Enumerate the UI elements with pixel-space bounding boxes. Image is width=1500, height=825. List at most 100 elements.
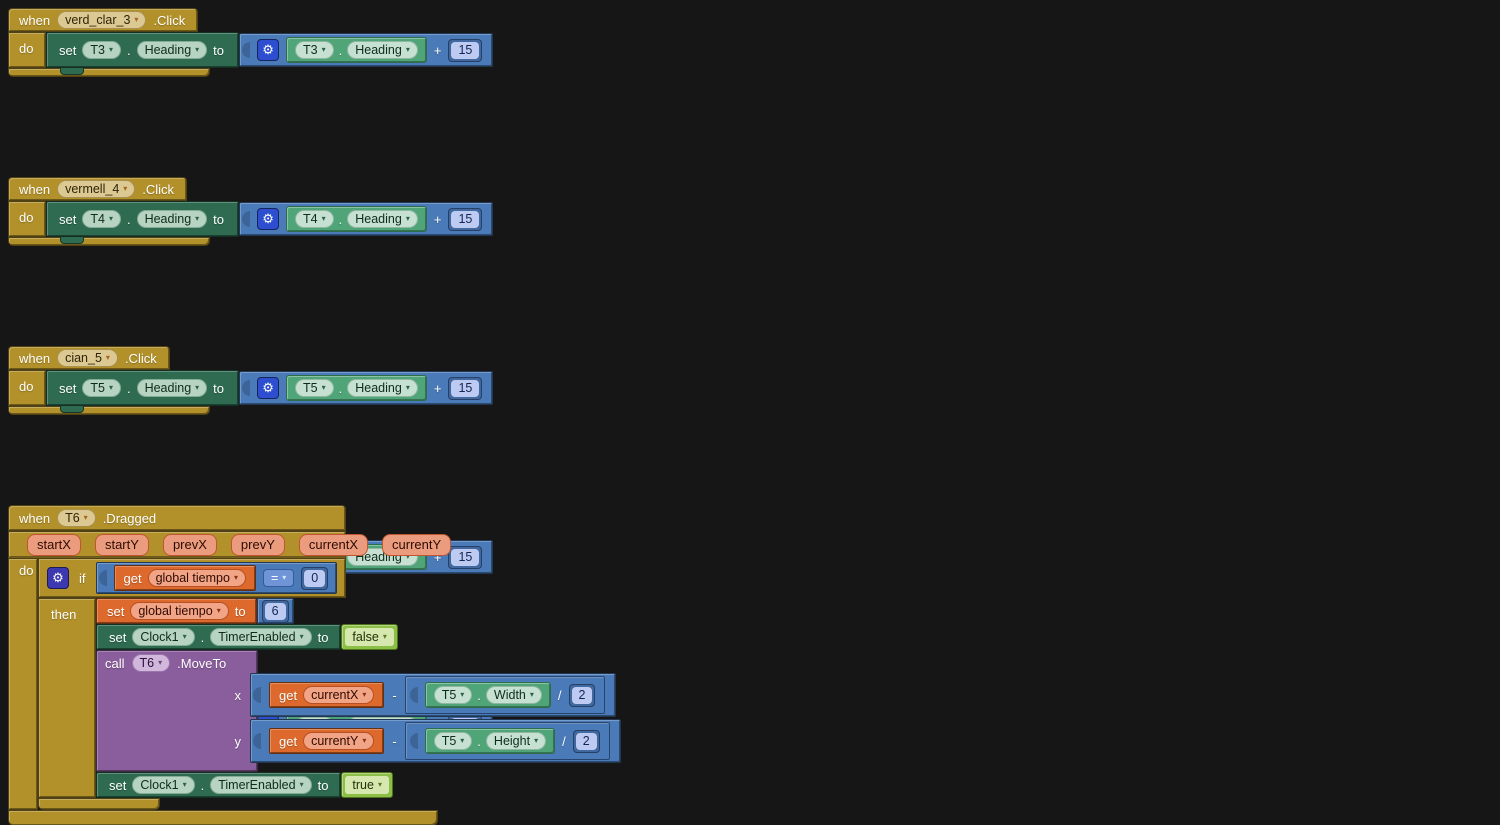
comparison-block[interactable]: get global tiempo ▾ = ▾ 0 [95, 562, 338, 594]
property-dropdown[interactable]: TimerEnabled ▾ [210, 776, 312, 794]
set-property-block[interactable]: set T3 ▾ . Heading ▾ to [46, 32, 240, 68]
component-getter-block[interactable]: T5 ▾ . Height ▾ [424, 728, 556, 754]
operator: = [270, 571, 279, 585]
when-click-block[interactable]: when verd_clar_3 ▾ .Click do set T3 ▾ . He… [8, 8, 1500, 77]
if-header[interactable]: ⚙ if get global tiempo ▾ = ▾ 0 [38, 558, 347, 598]
number-block[interactable]: 15 [451, 210, 480, 228]
property-dropdown[interactable]: Height ▾ [485, 732, 547, 750]
target-dropdown[interactable]: T3 ▾ [82, 41, 121, 59]
number-block[interactable]: 2 [575, 732, 597, 750]
math-add-block[interactable]: ⚙ T5 ▾ . Heading ▾ + 15 [239, 371, 494, 405]
get-variable-block[interactable]: get global tiempo ▾ [113, 565, 256, 591]
param-chip[interactable]: currentX [298, 533, 369, 556]
set-property-block[interactable]: set T5 ▾ . Heading ▾ to [46, 370, 240, 406]
component-dropdown[interactable]: vermell_4 ▾ [57, 180, 136, 198]
property-dropdown[interactable]: Heading▾ [136, 210, 208, 228]
if-block[interactable]: ⚙ if get global tiempo ▾ = ▾ 0 then [38, 558, 621, 810]
param-chip[interactable]: prevX [162, 533, 217, 556]
set-property-block[interactable]: set T4 ▾ . Heading ▾ to [46, 201, 240, 237]
math-subtract-block[interactable]: get currentY ▾ - T5 ▾ . [250, 719, 621, 763]
when-click-block[interactable]: when vermell_4 ▾ .Click do set T4 ▾ . Head… [8, 177, 1500, 246]
component-dropdown[interactable]: Clock1 ▾ [132, 776, 195, 794]
when-dragged-block[interactable]: when T6 ▾ .Dragged startX startY prevX pr… [8, 505, 621, 825]
variable-dropdown[interactable]: currentX ▾ [303, 686, 375, 704]
number-block[interactable]: 15 [451, 548, 480, 566]
operator-dropdown[interactable]: = ▾ [262, 569, 295, 587]
event-block-header[interactable]: when verd_clar_3 ▾ .Click [8, 8, 199, 32]
variable-dropdown[interactable]: global tiempo ▾ [130, 602, 229, 620]
property-dropdown[interactable]: Heading▾ [136, 379, 208, 397]
dropdown-arrow-icon: ▾ [182, 632, 187, 641]
event-block-header[interactable]: when T6 ▾ .Dragged [8, 505, 346, 531]
number-block[interactable]: 6 [264, 602, 286, 620]
component-getter-block[interactable]: T4 ▾ . Heading ▾ [286, 206, 427, 232]
property-dropdown[interactable]: Width ▾ [485, 686, 542, 704]
dot-separator: . [126, 42, 131, 58]
call-method-block[interactable]: call T6 ▾ .MoveTo x g [96, 650, 621, 772]
event-block-header[interactable]: when vermell_4 ▾ .Click [8, 177, 188, 201]
call-arg-y: y get currentY ▾ - [223, 719, 621, 763]
component-dropdown[interactable]: T6 ▾ [57, 509, 96, 527]
mutator-gear-icon[interactable]: ⚙ [257, 208, 280, 230]
dropdown-arrow-icon: ▾ [182, 780, 187, 789]
property-dropdown[interactable]: Heading▾ [347, 41, 418, 59]
dropdown-arrow-icon: ▾ [460, 736, 465, 745]
when-click-block[interactable]: when cian_5 ▾ .Click do set T5 ▾ . Heading… [8, 346, 1500, 415]
component-dropdown[interactable]: cian_5 ▾ [57, 349, 118, 367]
variable-dropdown[interactable]: currentY ▾ [303, 732, 375, 750]
get-variable-block[interactable]: get currentX ▾ [269, 682, 385, 708]
target-dropdown[interactable]: T3 ▾ [295, 41, 334, 59]
do-slot: do [8, 32, 46, 68]
if-bottom-tab [38, 798, 160, 810]
target-dropdown[interactable]: T5 ▾ [433, 732, 473, 750]
mutator-gear-icon[interactable]: ⚙ [257, 377, 280, 399]
property-dropdown[interactable]: Heading▾ [347, 379, 418, 397]
set-label: set [59, 380, 77, 396]
event-block-header[interactable]: when cian_5 ▾ .Click [8, 346, 170, 370]
component-getter-block[interactable]: T3 ▾ . Heading ▾ [286, 37, 427, 63]
logic-true-block[interactable]: true ▾ [341, 772, 393, 798]
logic-false-block[interactable]: false ▾ [341, 624, 398, 650]
target-name: T5 [303, 381, 318, 395]
math-add-block[interactable]: ⚙ T4 ▾ . Heading ▾ + 15 [239, 202, 494, 236]
set-property-block[interactable]: set Clock1 ▾ . TimerEnabled ▾ to true ▾ [96, 772, 393, 798]
number-block[interactable]: 15 [451, 41, 480, 59]
mutator-gear-icon[interactable]: ⚙ [257, 39, 280, 61]
target-dropdown[interactable]: T4 ▾ [82, 210, 121, 228]
target-dropdown[interactable]: T5 ▾ [433, 686, 473, 704]
set-property-block[interactable]: set Clock1 ▾ . TimerEnabled ▾ to false ▾ [96, 624, 398, 650]
target-name: T4 [90, 212, 105, 226]
dropdown-arrow-icon: ▾ [282, 573, 287, 582]
param-chip[interactable]: currentY [382, 533, 452, 556]
target-dropdown[interactable]: T5 ▾ [82, 379, 121, 397]
property-dropdown[interactable]: TimerEnabled ▾ [210, 628, 312, 646]
variable-dropdown[interactable]: global tiempo ▾ [147, 569, 246, 587]
component-dropdown[interactable]: verd_clar_3 ▾ [57, 11, 147, 29]
property-dropdown[interactable]: Heading▾ [347, 210, 418, 228]
math-divide-block[interactable]: T5 ▾ . Height ▾ / 2 [404, 722, 610, 760]
property-dropdown[interactable]: Heading▾ [136, 41, 208, 59]
get-variable-block[interactable]: get currentY ▾ [269, 728, 385, 754]
socket-plug [409, 687, 418, 703]
component-dropdown[interactable]: Clock1 ▾ [132, 628, 195, 646]
param-chip[interactable]: startY [94, 533, 149, 556]
variable-name: currentX [311, 688, 359, 702]
number-block[interactable]: 2 [571, 686, 593, 704]
math-subtract-block[interactable]: get currentX ▾ - T5 ▾ . [250, 673, 617, 717]
number-block[interactable]: 0 [304, 569, 326, 587]
math-divide-block[interactable]: T5 ▾ . Width ▾ / 2 [404, 676, 606, 714]
component-getter-block[interactable]: T5 ▾ . Width ▾ [424, 682, 551, 708]
to-label: to [213, 42, 225, 58]
math-add-block[interactable]: ⚙ T3 ▾ . Heading ▾ + 15 [239, 33, 494, 67]
mutator-gear-icon[interactable]: ⚙ [47, 567, 69, 589]
number-socket: 15 [448, 545, 483, 569]
set-variable-block[interactable]: set global tiempo ▾ to 6 [96, 598, 294, 624]
param-chip[interactable]: startX [27, 533, 81, 556]
target-dropdown[interactable]: T5 ▾ [295, 379, 334, 397]
number-block[interactable]: 15 [451, 379, 480, 397]
param-chip[interactable]: prevY [230, 533, 285, 556]
component-getter-block[interactable]: T5 ▾ . Heading ▾ [286, 375, 427, 401]
component-dropdown[interactable]: T6 ▾ [131, 654, 171, 672]
target-dropdown[interactable]: T4 ▾ [295, 210, 334, 228]
